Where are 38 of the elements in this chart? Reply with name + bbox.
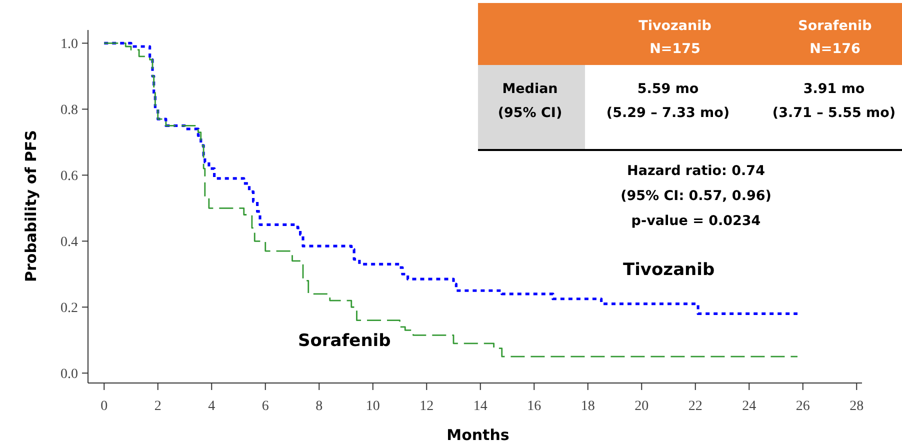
x-tick-label: 12 bbox=[420, 399, 434, 414]
annotation: N=175 bbox=[650, 41, 700, 57]
x-tick-label: 22 bbox=[688, 399, 702, 414]
x-tick-label: 26 bbox=[796, 399, 810, 414]
x-tick-label: 14 bbox=[473, 399, 488, 414]
x-tick-label: 10 bbox=[366, 399, 380, 414]
x-tick-label: 18 bbox=[580, 399, 595, 414]
annotation: Sorafenib bbox=[798, 18, 872, 34]
x-tick-label: 24 bbox=[742, 399, 756, 414]
x-tick-label: 4 bbox=[208, 399, 216, 414]
y-tick-label: 0.4 bbox=[60, 235, 78, 250]
x-tick-label: 6 bbox=[262, 399, 269, 414]
annotation: (95% CI) bbox=[498, 105, 562, 121]
annotation: 3.91 mo bbox=[803, 81, 865, 97]
annotation: N=176 bbox=[810, 41, 860, 57]
y-tick-label: 0.2 bbox=[60, 301, 78, 316]
x-axis-title: Months bbox=[446, 426, 510, 444]
series-label: Tivozanib bbox=[623, 260, 715, 280]
y-tick-label: 0.0 bbox=[60, 367, 78, 382]
x-tick-label: 20 bbox=[634, 399, 649, 414]
x-tick-label: 0 bbox=[100, 399, 108, 414]
annotation: Tivozanib bbox=[638, 18, 712, 34]
annotation: Hazard ratio: 0.74 bbox=[627, 163, 765, 179]
x-tick-label: 28 bbox=[850, 399, 864, 414]
annotation: p-value = 0.0234 bbox=[631, 213, 761, 229]
y-tick-label: 1.0 bbox=[60, 37, 78, 52]
x-tick-label: 16 bbox=[527, 399, 542, 414]
y-tick-label: 0.8 bbox=[60, 103, 78, 118]
y-axis-title: Probability of PFS bbox=[22, 130, 40, 282]
annotation: (95% CI: 0.57, 0.96) bbox=[620, 188, 772, 204]
annotation: 5.59 mo bbox=[637, 81, 699, 97]
y-tick-label: 0.6 bbox=[60, 169, 78, 184]
series-label: Sorafenib bbox=[298, 331, 391, 351]
x-tick-label: 2 bbox=[154, 399, 162, 414]
annotation: Median bbox=[502, 81, 558, 97]
annotation: (3.71 – 5.55 mo) bbox=[772, 105, 896, 121]
x-tick-label: 8 bbox=[316, 399, 323, 414]
annotation: (5.29 – 7.33 mo) bbox=[606, 105, 730, 121]
